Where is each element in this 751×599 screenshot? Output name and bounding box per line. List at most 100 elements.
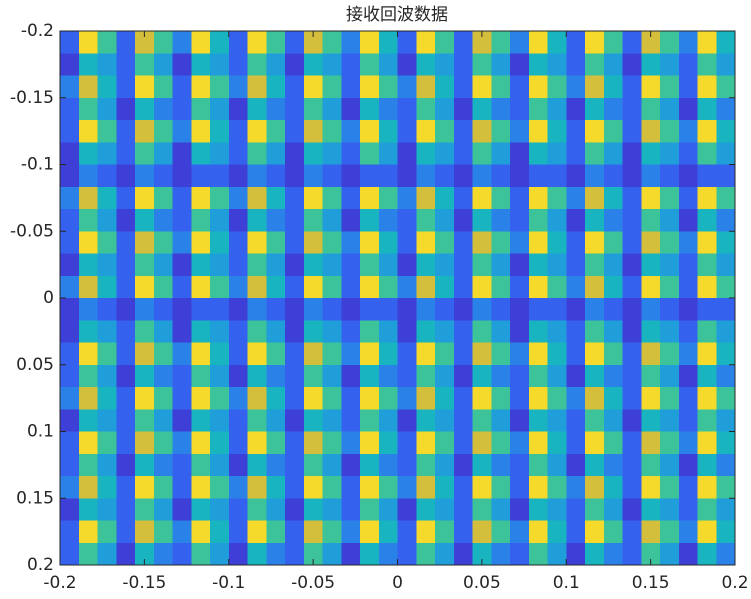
- cell: [566, 75, 586, 99]
- cell: [116, 120, 136, 143]
- cell: [172, 298, 192, 321]
- cell: [322, 542, 342, 566]
- cell: [603, 75, 623, 99]
- cell: [97, 97, 117, 121]
- cell: [341, 186, 361, 210]
- cell: [603, 97, 623, 121]
- cell: [210, 209, 230, 232]
- cell: [360, 431, 380, 455]
- cell: [585, 476, 605, 499]
- cell: [78, 209, 98, 232]
- cell: [491, 31, 511, 54]
- cell: [266, 409, 286, 432]
- cell: [210, 498, 230, 521]
- cell: [285, 31, 305, 54]
- cell: [172, 364, 192, 388]
- cell: [303, 164, 323, 188]
- cell: [453, 53, 473, 76]
- cell: [322, 97, 342, 121]
- cell: [678, 409, 698, 432]
- cell: [60, 409, 80, 432]
- cell: [547, 97, 567, 121]
- cell: [247, 53, 267, 76]
- cell: [303, 209, 323, 232]
- cell: [285, 186, 305, 210]
- cell: [547, 498, 567, 521]
- cell: [435, 453, 455, 477]
- cell: [641, 209, 661, 232]
- cell: [210, 231, 230, 254]
- cell: [416, 520, 436, 544]
- cell: [603, 520, 623, 544]
- cell: [60, 520, 80, 544]
- cell: [641, 31, 661, 54]
- cell: [60, 542, 80, 566]
- cell: [228, 453, 248, 477]
- cell: [641, 431, 661, 455]
- cell: [341, 97, 361, 121]
- cell: [378, 409, 398, 432]
- cell: [360, 53, 380, 76]
- cell: [491, 209, 511, 232]
- cell: [716, 164, 736, 188]
- cell: [678, 298, 698, 321]
- cell: [491, 53, 511, 76]
- cell: [472, 298, 492, 321]
- cell: [360, 298, 380, 321]
- cell: [622, 453, 642, 477]
- cell: [228, 542, 248, 566]
- cell: [510, 320, 530, 343]
- cell: [228, 142, 248, 165]
- cell: [566, 186, 586, 210]
- cell: [228, 231, 248, 254]
- cell: [716, 120, 736, 143]
- cell: [191, 409, 211, 432]
- cell: [360, 364, 380, 388]
- cell: [491, 342, 511, 366]
- cell: [678, 231, 698, 254]
- cell: [285, 231, 305, 254]
- cell: [322, 476, 342, 499]
- cell: [435, 387, 455, 410]
- cell: [341, 498, 361, 521]
- cell: [360, 75, 380, 99]
- cell: [60, 164, 80, 188]
- cell: [360, 164, 380, 188]
- cell: [641, 542, 661, 566]
- cell: [622, 298, 642, 321]
- cell: [172, 387, 192, 410]
- cell: [322, 453, 342, 477]
- cell: [153, 476, 173, 499]
- cell: [360, 231, 380, 254]
- cell: [97, 342, 117, 366]
- cell: [97, 209, 117, 232]
- cell: [397, 298, 417, 321]
- cell: [153, 186, 173, 210]
- cell: [716, 320, 736, 343]
- cell: [716, 342, 736, 366]
- cell: [660, 342, 680, 366]
- cell: [472, 142, 492, 165]
- cell: [566, 387, 586, 410]
- cell: [153, 387, 173, 410]
- cell: [191, 75, 211, 99]
- cell: [472, 120, 492, 143]
- cell: [341, 142, 361, 165]
- cell: [172, 520, 192, 544]
- cell: [435, 31, 455, 54]
- cell: [566, 53, 586, 76]
- cell: [453, 431, 473, 455]
- cell: [60, 298, 80, 321]
- cell: [210, 320, 230, 343]
- cell: [60, 97, 80, 121]
- cell: [116, 209, 136, 232]
- cell: [172, 431, 192, 455]
- cell: [397, 498, 417, 521]
- cell: [472, 542, 492, 566]
- cell: [416, 186, 436, 210]
- cell: [191, 97, 211, 121]
- cell: [585, 164, 605, 188]
- cell: [566, 498, 586, 521]
- cell: [697, 476, 717, 499]
- cell: [697, 542, 717, 566]
